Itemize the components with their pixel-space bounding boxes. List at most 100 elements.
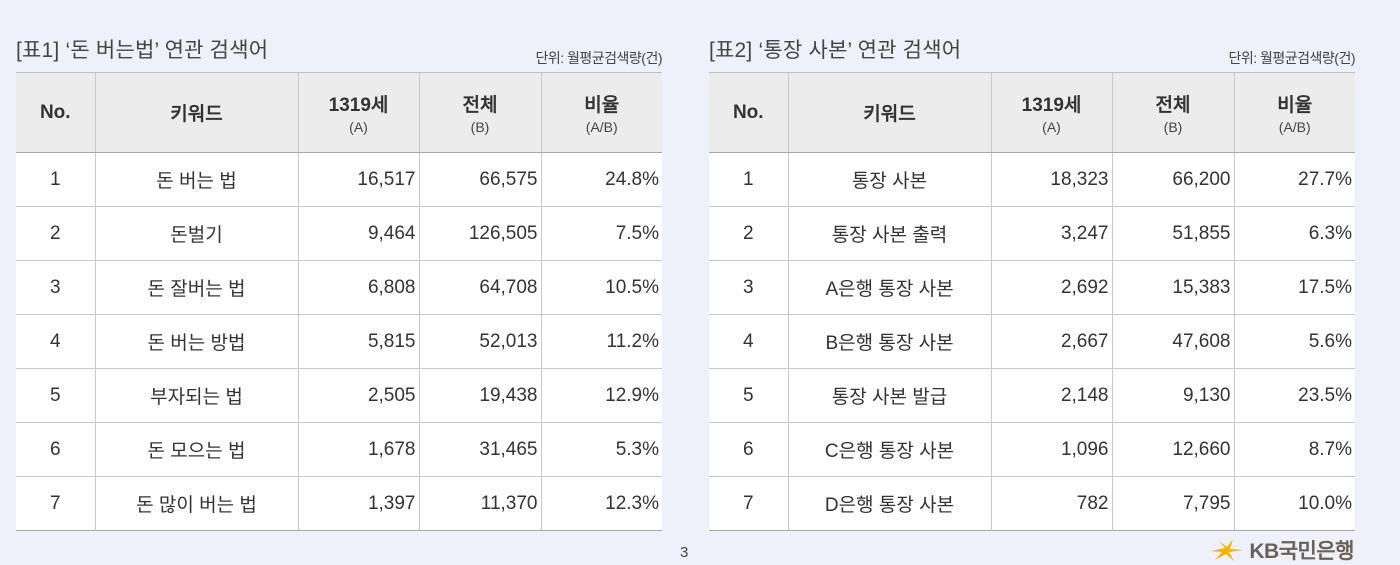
kb-logo: KB국민은행: [1207, 535, 1354, 565]
cell-ratio: 23.5%: [1234, 368, 1355, 423]
cell-teen: 18,323: [991, 152, 1113, 207]
col-header-teen: 1319세 (A): [298, 72, 420, 153]
cell-no: 7: [709, 476, 789, 531]
cell-no: 1: [709, 152, 789, 207]
cell-teen: 2,692: [991, 260, 1113, 315]
cell-teen: 6,808: [298, 260, 420, 315]
col-header-keyword: 키워드: [95, 72, 299, 153]
table-row: 6 C은행 통장 사본 1,096 12,660 8.7%: [709, 422, 1355, 477]
cell-keyword: 돈 모으는 법: [95, 422, 299, 477]
cell-no: 5: [16, 368, 96, 423]
cell-total: 7,795: [1112, 476, 1235, 531]
cell-keyword: B은행 통장 사본: [788, 314, 992, 369]
cell-ratio: 5.6%: [1234, 314, 1355, 369]
col-header-ratio: 비율 (A/B): [1234, 72, 1355, 153]
cell-no: 2: [16, 206, 96, 261]
cell-ratio: 12.3%: [541, 476, 662, 531]
cell-ratio: 27.7%: [1234, 152, 1355, 207]
cell-no: 1: [16, 152, 96, 207]
cell-ratio: 10.0%: [1234, 476, 1355, 531]
col-header-teen: 1319세 (A): [991, 72, 1113, 153]
col-header-keyword: 키워드: [788, 72, 992, 153]
cell-keyword: 통장 사본: [788, 152, 992, 207]
logo-text: KB국민은행: [1249, 540, 1354, 563]
cell-total: 47,608: [1112, 314, 1235, 369]
cell-ratio: 7.5%: [541, 206, 662, 261]
table-row: 1 통장 사본 18,323 66,200 27.7%: [709, 152, 1355, 207]
unit-note: 단위: 월평균검색량(건): [1228, 50, 1355, 66]
table-row: 2 통장 사본 출력 3,247 51,855 6.3%: [709, 206, 1355, 261]
unit-note: 단위: 월평균검색량(건): [535, 50, 662, 66]
cell-keyword: C은행 통장 사본: [788, 422, 992, 477]
cell-no: 4: [16, 314, 96, 369]
kb-star-icon: [1211, 539, 1244, 561]
cell-teen: 2,667: [991, 314, 1113, 369]
cell-ratio: 24.8%: [541, 152, 662, 207]
table-head-row: No. 키워드 1319세 (A) 전체 (B) 비율 (A/B): [709, 72, 1355, 153]
cell-keyword: 통장 사본 발급: [788, 368, 992, 423]
cell-no: 3: [16, 260, 96, 315]
cell-teen: 2,505: [298, 368, 420, 423]
cell-no: 3: [709, 260, 789, 315]
col-header-no: No.: [709, 72, 789, 153]
cell-total: 9,130: [1112, 368, 1235, 423]
cell-no: 2: [709, 206, 789, 261]
table-title: [표2] ‘통장 사본’ 연관 검색어: [709, 39, 962, 62]
cell-teen: 9,464: [298, 206, 420, 261]
cell-total: 64,708: [419, 260, 542, 315]
cell-no: 7: [16, 476, 96, 531]
table-header-area: [표1] ‘돈 버는법’ 연관 검색어 단위: 월평균검색량(건): [16, 34, 662, 72]
cell-teen: 3,247: [991, 206, 1113, 261]
col-header-total: 전체 (B): [419, 72, 542, 153]
cell-total: 19,438: [419, 368, 542, 423]
cell-total: 66,575: [419, 152, 542, 207]
cell-teen: 5,815: [298, 314, 420, 369]
table-panel-2: [표2] ‘통장 사본’ 연관 검색어 단위: 월평균검색량(건) No. 키워…: [709, 34, 1355, 531]
page-number: 3: [680, 544, 689, 561]
cell-no: 6: [709, 422, 789, 477]
cell-keyword: 돈 버는 법: [95, 152, 299, 207]
table-header-area: [표2] ‘통장 사본’ 연관 검색어 단위: 월평균검색량(건): [709, 34, 1355, 72]
table-title: [표1] ‘돈 버는법’ 연관 검색어: [16, 39, 269, 62]
cell-total: 12,660: [1112, 422, 1235, 477]
cell-total: 51,855: [1112, 206, 1235, 261]
cell-teen: 1,397: [298, 476, 420, 531]
keyword-table-2: No. 키워드 1319세 (A) 전체 (B) 비율 (A/B) 1 통장 사본 18,…: [709, 72, 1355, 531]
cell-total: 15,383: [1112, 260, 1235, 315]
cell-teen: 1,678: [298, 422, 420, 477]
cell-total: 11,370: [419, 476, 542, 531]
cell-total: 66,200: [1112, 152, 1235, 207]
cell-keyword: A은행 통장 사본: [788, 260, 992, 315]
cell-ratio: 11.2%: [541, 314, 662, 369]
cell-keyword: 돈 버는 방법: [95, 314, 299, 369]
cell-total: 52,013: [419, 314, 542, 369]
cell-teen: 1,096: [991, 422, 1113, 477]
cell-ratio: 12.9%: [541, 368, 662, 423]
cell-total: 126,505: [419, 206, 542, 261]
cell-ratio: 5.3%: [541, 422, 662, 477]
cell-no: 4: [709, 314, 789, 369]
cell-ratio: 6.3%: [1234, 206, 1355, 261]
table-head-row: No. 키워드 1319세 (A) 전체 (B) 비율 (A/B): [16, 72, 662, 153]
cell-teen: 16,517: [298, 152, 420, 207]
table-panel-1: [표1] ‘돈 버는법’ 연관 검색어 단위: 월평균검색량(건) No. 키워…: [16, 34, 662, 531]
cell-keyword: 돈 많이 버는 법: [95, 476, 299, 531]
cell-keyword: 돈벌기: [95, 206, 299, 261]
table-row: 3 A은행 통장 사본 2,692 15,383 17.5%: [709, 260, 1355, 315]
cell-teen: 2,148: [991, 368, 1113, 423]
cell-teen: 782: [991, 476, 1113, 531]
table-row: 5 부자되는 법 2,505 19,438 12.9%: [16, 368, 662, 423]
cell-ratio: 17.5%: [1234, 260, 1355, 315]
cell-no: 5: [709, 368, 789, 423]
col-header-no: No.: [16, 72, 96, 153]
cell-ratio: 10.5%: [541, 260, 662, 315]
cell-ratio: 8.7%: [1234, 422, 1355, 477]
cell-keyword: D은행 통장 사본: [788, 476, 992, 531]
table-row: 2 돈벌기 9,464 126,505 7.5%: [16, 206, 662, 261]
